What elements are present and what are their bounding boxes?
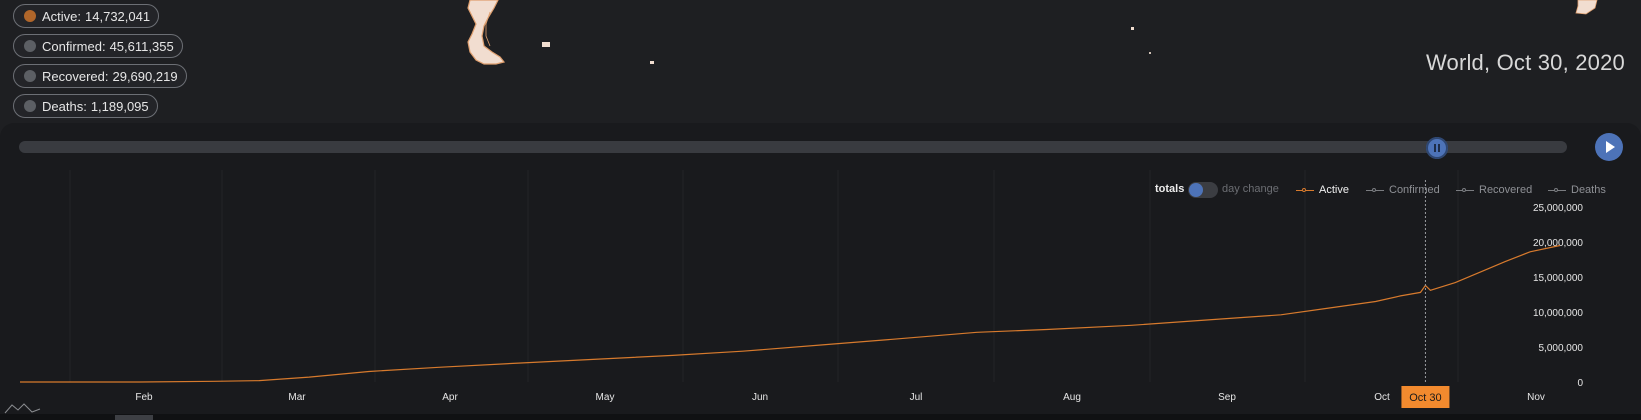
active-dot-icon [24, 10, 36, 22]
series-toggle-deaths[interactable]: Deaths [1548, 184, 1606, 196]
line-marker-icon [1296, 187, 1314, 192]
island-4 [1149, 52, 1151, 54]
timeline-slider-track[interactable] [19, 141, 1567, 153]
series-toggle-confirmed[interactable]: Confirmed [1366, 184, 1440, 196]
series-label: Active [1319, 184, 1349, 196]
x-tick-label: Jun [752, 392, 768, 403]
mini-overview-icon [4, 403, 41, 414]
legend-pill-recovered[interactable]: Recovered: 29,690,219 [13, 64, 187, 88]
map-title: World, Oct 30, 2020 [1425, 50, 1625, 75]
legend-value: 1,189,095 [90, 98, 149, 114]
legend-value: 45,611,355 [109, 38, 174, 54]
world-map[interactable]: Active: 14,732,041 Confirmed: 45,611,355… [0, 0, 1641, 125]
confirmed-dot-icon [24, 40, 36, 52]
x-tick-label: Sep [1218, 392, 1236, 403]
x-tick-label: Mar [288, 392, 306, 403]
y-tick-label: 5,000,000 [1539, 343, 1584, 354]
recovered-dot-icon [24, 70, 36, 82]
series-toggle-active[interactable]: Active [1296, 184, 1349, 196]
active-cases-chart[interactable]: 25,000,000 20,000,000 15,000,000 10,000,000… [0, 170, 1641, 414]
x-tick-label: May [596, 392, 615, 403]
current-date-label: Oct 30 [1409, 392, 1441, 404]
timeline-panel [0, 123, 1641, 420]
series-label: Confirmed [1389, 184, 1440, 196]
x-tick-label: Oct [1374, 392, 1390, 403]
x-tick-label: Jul [910, 392, 923, 403]
legend-pill-deaths[interactable]: Deaths: 1,189,095 [13, 94, 158, 118]
y-tick-label: 25,000,000 [1533, 203, 1583, 214]
play-button[interactable] [1595, 133, 1623, 161]
y-tick-label: 0 [1577, 378, 1583, 389]
current-date-tag [1401, 386, 1450, 408]
legend-value: 14,732,041 [85, 8, 151, 24]
line-marker-icon [1456, 187, 1474, 192]
scrollbar-thumb[interactable] [115, 415, 153, 420]
x-tick-label: Aug [1063, 392, 1081, 403]
series-toggle-recovered[interactable]: Recovered [1456, 184, 1532, 196]
totals-label[interactable]: totals [1155, 183, 1185, 195]
x-tick-label: Apr [442, 392, 458, 403]
y-tick-label: 20,000,000 [1533, 238, 1583, 249]
legend-label: Recovered: [42, 68, 109, 84]
series-label: Recovered [1479, 184, 1533, 196]
totals-daychange-toggle[interactable] [1188, 182, 1218, 198]
y-tick-label: 10,000,000 [1533, 308, 1583, 319]
line-marker-icon [1366, 187, 1384, 192]
toggle-knob[interactable] [1189, 183, 1203, 197]
legend-value: 29,690,219 [112, 68, 178, 84]
play-icon [1606, 141, 1615, 153]
map-land-shapes [467, 0, 1598, 65]
deaths-dot-icon [24, 100, 36, 112]
island-3 [1131, 27, 1134, 30]
legend-label: Active: [42, 8, 82, 24]
x-tick-label: Nov [1527, 392, 1545, 403]
y-tick-label: 15,000,000 [1533, 273, 1583, 284]
active-series-line [20, 244, 1561, 383]
legend-pill-active[interactable]: Active: 14,732,041 [13, 4, 160, 28]
island-1 [542, 42, 550, 47]
series-label: Deaths [1571, 184, 1606, 196]
line-marker-icon [1548, 187, 1566, 192]
legend-pill-confirmed[interactable]: Confirmed: 45,611,355 [13, 34, 183, 58]
timeline-slider-handle[interactable] [1426, 137, 1448, 159]
x-tick-label: Feb [135, 392, 153, 403]
island-2 [650, 61, 654, 64]
south-america-edge [485, 11, 491, 47]
island-5 [1575, 0, 1598, 15]
legend-label: Confirmed: [42, 38, 106, 54]
legend-label: Deaths: [42, 98, 87, 114]
horizontal-scrollbar[interactable] [0, 414, 1641, 420]
day-change-label[interactable]: day change [1222, 183, 1279, 195]
